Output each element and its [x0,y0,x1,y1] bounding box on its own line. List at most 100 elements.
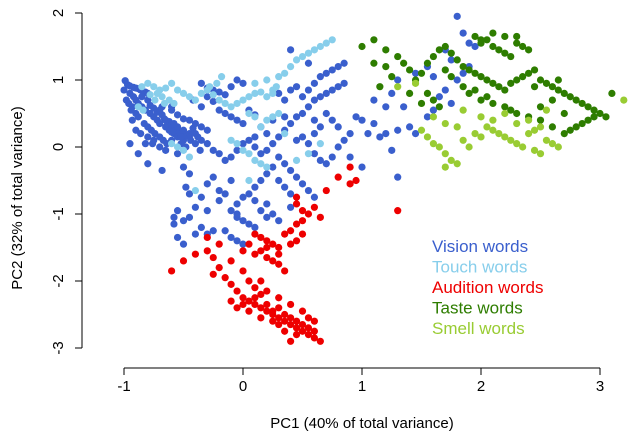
touch-words-point [150,83,158,91]
smell-words-point [465,143,473,151]
touch-words-point [257,88,265,96]
taste-words-point [548,83,557,91]
smell-words-point [536,150,545,158]
taste-words-point [602,113,610,121]
vision-words-point [179,126,188,134]
audition-words-point [292,220,301,228]
taste-words-point [507,106,515,114]
audition-words-point [275,304,283,312]
vision-words-point [245,220,253,228]
touch-words-point [322,39,330,47]
taste-words-point [376,83,384,91]
taste-words-point [417,99,426,108]
y-tick-label: -1 [50,207,67,220]
vision-words-point [269,210,277,218]
smell-words-point [411,79,420,87]
taste-words-point [536,103,545,111]
vision-words-point [191,140,199,148]
taste-words-point [423,89,432,97]
taste-words-point [441,42,449,51]
touch-words-point [213,79,221,87]
touch-words-point [179,146,188,154]
vision-words-point [251,183,259,191]
touch-words-point [173,86,182,94]
taste-words-point [507,79,515,87]
smell-words-point [394,83,402,91]
audition-words-point [257,247,265,255]
audition-words-point [215,240,223,248]
smell-words-point [530,146,539,154]
smell-words-point [441,150,449,158]
audition-words-point [245,297,253,305]
vision-words-point [459,29,467,37]
vision-words-point [287,190,295,198]
audition-words-point [394,207,402,215]
vision-words-point [170,220,178,228]
taste-words-point [382,63,390,71]
audition-words-point [263,307,271,315]
touch-words-point [269,86,277,94]
vision-words-point [346,153,354,161]
smell-words-point [513,140,521,148]
touch-words-point [328,36,336,44]
touch-words-point [316,42,324,51]
touch-words-point [269,113,277,121]
vision-words-point [179,163,188,171]
audition-words-point [292,200,301,208]
smell-words-point [477,113,485,121]
audition-words-point [281,310,289,319]
vision-words-point [263,170,271,178]
vision-words-point [233,76,241,84]
vision-words-point [471,42,479,51]
taste-words-point [394,52,402,61]
points-layer [120,12,628,345]
touch-words-point [158,93,166,101]
vision-words-point [358,163,366,171]
vision-words-point [233,116,241,124]
touch-words-point [287,63,295,71]
audition-words-point [257,304,265,312]
touch-words-point [185,153,194,161]
audition-words-point [215,264,223,272]
taste-words-point [483,36,491,44]
vision-words-point [322,69,330,77]
taste-words-point [560,130,568,138]
smell-words-point [471,130,479,138]
vision-words-point [257,150,265,158]
audition-words-point [298,320,307,329]
vision-words-point [328,86,336,94]
vision-words-point [168,128,176,136]
vision-words-point [334,123,342,131]
vision-words-point [239,119,247,128]
audition-words-point [281,317,289,325]
smell-words-point [453,160,461,168]
vision-words-point [191,119,199,128]
touch-words-point [251,89,259,97]
audition-words-point [239,267,247,275]
taste-words-point [489,79,497,87]
vision-words-point [269,140,277,148]
vision-words-point [394,173,402,181]
taste-words-point [566,93,574,101]
smell-words-point [507,136,515,144]
vision-words-point [388,89,396,97]
audition-words-point [239,294,247,302]
vision-words-point [191,203,199,211]
audition-words-point [191,250,199,258]
taste-words-point [358,42,366,51]
x-tick-label: 2 [477,378,485,395]
taste-words-point [447,73,455,81]
vision-words-point [334,83,342,91]
vision-words-point [209,97,217,106]
audition-words-point [352,176,360,185]
vision-words-point [340,59,348,67]
vision-words-point [203,140,211,148]
legend-taste-words: Taste words [432,299,523,318]
vision-words-point [394,76,402,84]
taste-words-point [459,63,467,71]
audition-words-point [304,331,313,339]
vision-words-point [251,197,259,205]
touch-words-point [304,150,313,158]
vision-words-point [215,106,223,114]
